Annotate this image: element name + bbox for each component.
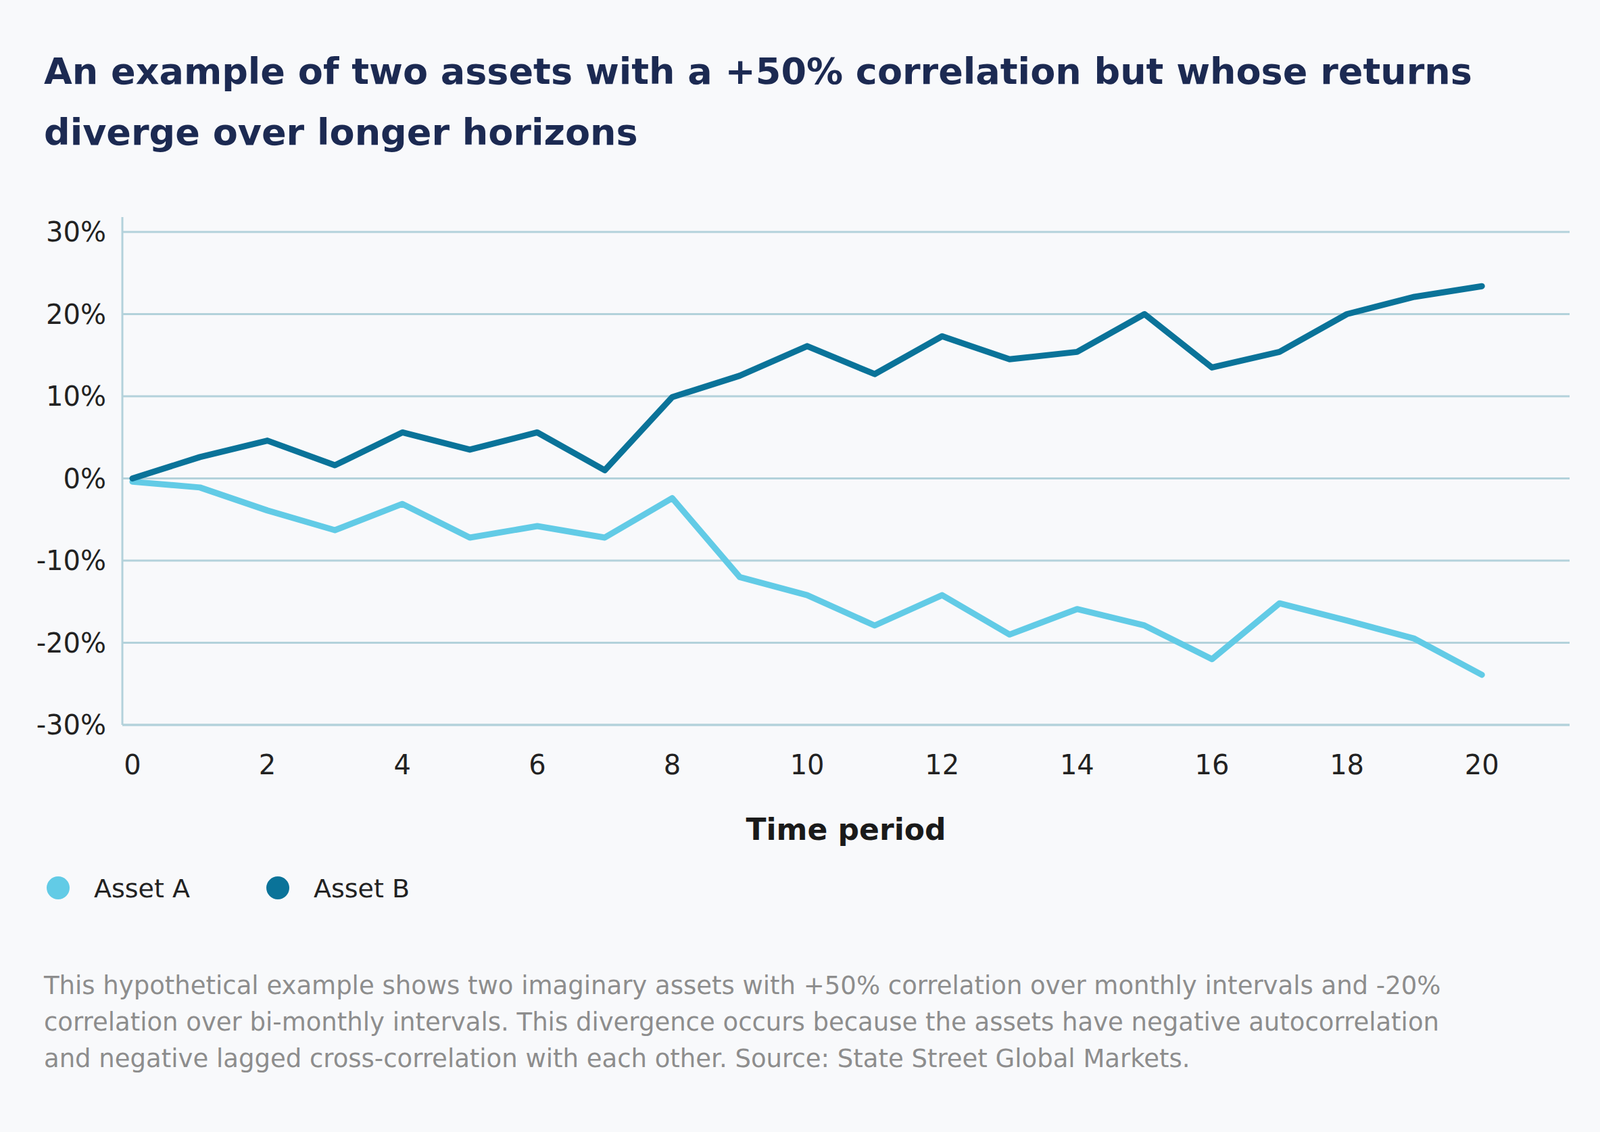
grid-line	[122, 723, 1570, 726]
caption-line: and negative lagged cross-correlation wi…	[43, 1043, 1191, 1073]
caption-line: correlation over bi-monthly intervals. T…	[43, 1007, 1440, 1037]
series-line	[132, 285, 1482, 478]
caption: This hypothetical example shows two imag…	[43, 970, 1441, 1073]
title-line: diverge over longer horizons	[43, 110, 639, 154]
x-tick-label: 16	[1195, 748, 1230, 781]
legend-marker	[46, 876, 70, 900]
y-axis	[121, 216, 124, 725]
x-tick-label: 18	[1329, 748, 1365, 781]
x-tick-label: 0	[123, 748, 141, 781]
x-tick-label: 12	[924, 748, 960, 781]
legend-label: Asset A	[93, 873, 190, 904]
x-tick-label: 8	[663, 748, 681, 781]
background	[0, 0, 1600, 1132]
legend-marker	[266, 876, 290, 900]
y-tick-label: -10%	[36, 544, 107, 576]
chart: An example of two assets with a +50% cor…	[0, 0, 1600, 1132]
grid-line	[122, 477, 1570, 480]
grid-line	[122, 641, 1570, 644]
title-line: An example of two assets with a +50% cor…	[43, 50, 1473, 93]
x-axis	[122, 723, 1570, 726]
title: An example of two assets with a +50% cor…	[43, 50, 1473, 154]
x-tick-label: 2	[258, 748, 276, 781]
x-axis-label: Time period	[746, 811, 947, 847]
y-tick-label: 0%	[63, 463, 107, 495]
plot-area	[132, 285, 1482, 675]
caption-line: This hypothetical example shows two imag…	[43, 970, 1441, 1000]
legend-label: Asset B	[313, 873, 410, 904]
series-line	[132, 481, 1482, 675]
legend: Asset A Asset B	[46, 873, 410, 904]
x-tick-label: 6	[528, 748, 546, 781]
y-grid: 30% 20% 10% 0% -10% -20% -30%	[36, 216, 1570, 741]
x-tick-label: 20	[1464, 748, 1500, 781]
y-tick-label: 20%	[45, 298, 107, 330]
y-tick-label: 10%	[45, 380, 107, 412]
x-tick-label: 4	[393, 748, 411, 781]
grid-line	[122, 559, 1570, 562]
y-tick-label: -20%	[36, 627, 107, 659]
x-tick-label: 10	[790, 748, 825, 781]
grid-line	[122, 395, 1570, 398]
y-tick-label: -30%	[36, 709, 107, 741]
x-ticks: 0 2 4 6 8 10 12 14 16 18 20	[123, 724, 1499, 781]
y-tick-label: 30%	[45, 216, 107, 248]
x-tick-label: 14	[1059, 748, 1095, 781]
grid-line	[122, 231, 1570, 234]
